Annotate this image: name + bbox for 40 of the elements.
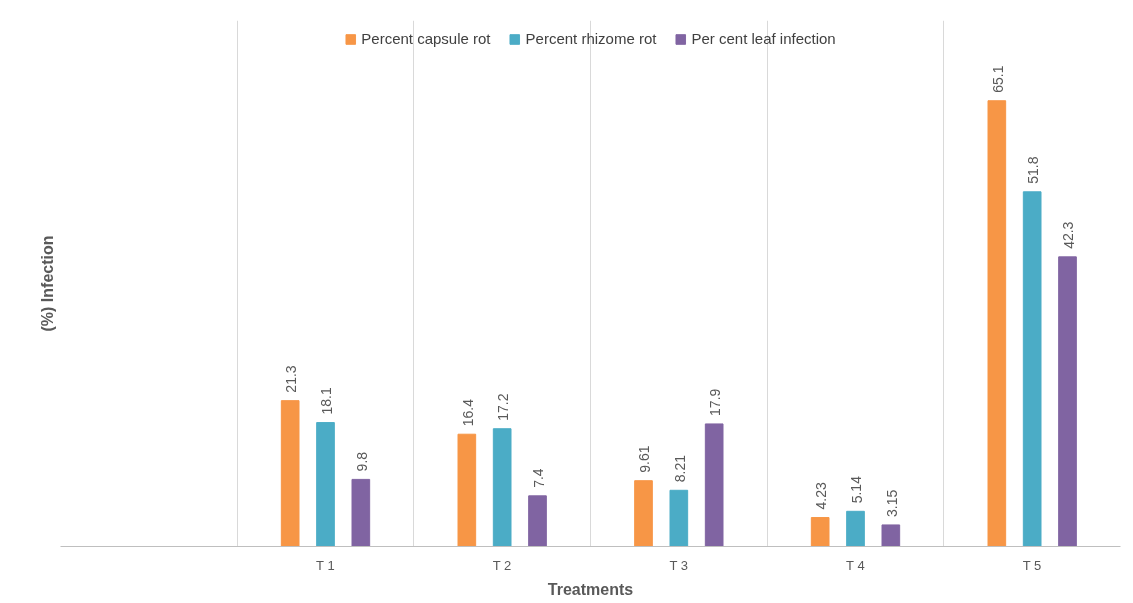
data-label: 3.15	[883, 489, 900, 517]
bar	[704, 423, 724, 547]
bar	[881, 524, 901, 547]
bar	[1022, 191, 1042, 547]
x-axis-title: Treatments	[547, 580, 634, 598]
x-tick-label: T 2	[492, 557, 512, 573]
data-label: 7.4	[530, 468, 547, 488]
bar	[669, 489, 689, 547]
data-label: 21.3	[283, 365, 300, 393]
bar	[1058, 256, 1077, 547]
bar	[987, 100, 1007, 547]
x-tick-label: T 1	[316, 557, 335, 573]
y-axis-title: (%) Infection	[38, 235, 56, 332]
data-label: 42.3	[1060, 221, 1077, 249]
x-tick-label: T 4	[846, 557, 865, 573]
data-label: 5.14	[848, 475, 865, 504]
data-label: 16.4	[459, 398, 476, 427]
bar	[280, 400, 300, 547]
legend-label: Percent rhizome rot	[525, 30, 657, 47]
data-label: 8.21	[671, 454, 688, 483]
bar	[810, 517, 830, 547]
bar	[351, 478, 371, 547]
data-label: 51.8	[1025, 156, 1042, 184]
bar	[492, 428, 512, 547]
data-label: 9.8	[353, 451, 370, 472]
bar	[457, 433, 477, 547]
bar	[634, 480, 653, 547]
bar	[846, 510, 865, 547]
bar	[528, 495, 547, 547]
bar	[316, 422, 335, 547]
data-label: 18.1	[318, 387, 335, 415]
x-tick-label: T 3	[669, 557, 688, 573]
data-label: 65.1	[989, 65, 1006, 93]
legend-label: Per cent leaf infection	[691, 30, 836, 47]
data-label: 9.61	[636, 445, 653, 473]
x-tick-label: T 5	[1022, 557, 1042, 573]
data-label: 4.23	[813, 482, 830, 510]
legend-label: Percent capsule rot	[361, 30, 491, 47]
data-label: 17.9	[707, 388, 724, 416]
data-label: 17.2	[495, 393, 512, 421]
